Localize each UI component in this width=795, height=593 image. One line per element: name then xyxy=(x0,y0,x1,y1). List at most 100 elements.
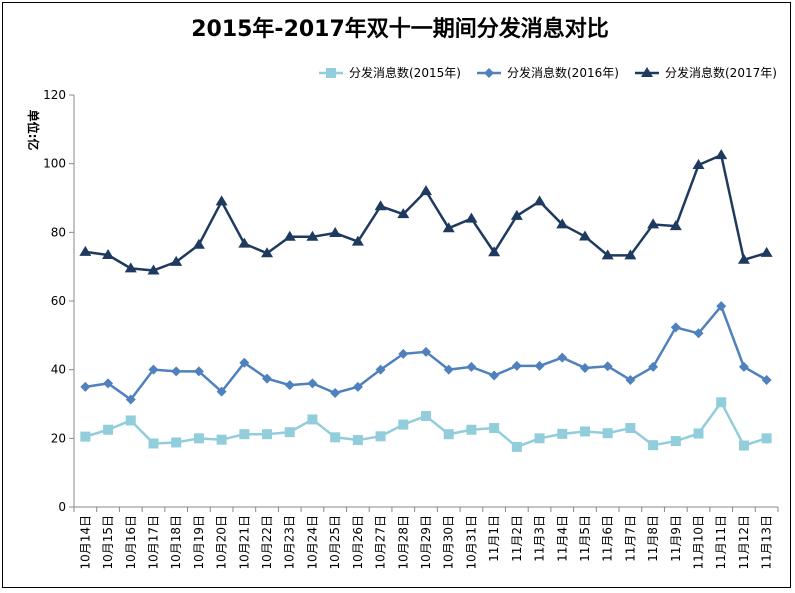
data-point xyxy=(420,185,432,196)
data-point xyxy=(556,218,569,229)
legend-entry: 分发消息数(2015年) xyxy=(319,65,461,80)
data-point xyxy=(239,357,250,368)
legend: 分发消息数(2015年) 分发消息数(2016年) 分发消息数(2017年) xyxy=(319,65,777,80)
data-point xyxy=(602,361,613,372)
data-point xyxy=(351,235,364,246)
data-point xyxy=(148,364,159,375)
data-point xyxy=(352,435,363,446)
data-point xyxy=(648,361,659,372)
x-tick-label: 10月15日 xyxy=(101,515,115,570)
legend-label: 分发消息数(2016年) xyxy=(507,65,619,80)
x-tick-label: 10月16日 xyxy=(124,515,138,570)
x-tick-label: 11月10日 xyxy=(692,515,706,570)
data-point xyxy=(330,388,341,399)
x-tick-label: 10月28日 xyxy=(396,515,410,570)
data-point xyxy=(375,364,386,375)
data-point xyxy=(533,195,546,206)
x-tick-label: 10月23日 xyxy=(283,515,297,570)
axes: 0 20 40 60 80 100 120 10月14日 10月15日 10月16日 10月17日 1… xyxy=(43,88,779,570)
y-tick-label: 100 xyxy=(43,157,66,171)
data-point xyxy=(442,222,455,233)
x-tick-label: 11月7日 xyxy=(623,515,637,562)
x-tick-label: 11月4日 xyxy=(555,515,569,562)
data-point xyxy=(670,436,681,447)
data-point xyxy=(216,386,227,397)
x-tick-label: 10月29日 xyxy=(419,515,433,570)
data-point xyxy=(238,237,251,248)
data-point xyxy=(669,220,682,231)
legend-entry: 分发消息数(2016年) xyxy=(477,65,619,80)
y-tick-label: 60 xyxy=(51,294,66,308)
data-point xyxy=(579,426,590,437)
series-line xyxy=(84,401,768,449)
data-point xyxy=(489,370,500,381)
data-point xyxy=(534,433,545,444)
data-point xyxy=(489,423,500,434)
data-point xyxy=(716,301,727,312)
data-point xyxy=(261,247,274,258)
y-tick-label: 120 xyxy=(43,88,66,102)
data-point xyxy=(193,433,204,444)
data-point xyxy=(760,246,773,257)
data-point xyxy=(579,362,590,373)
data-point xyxy=(557,352,568,363)
x-tick-label: 10月31日 xyxy=(464,515,478,570)
data-point xyxy=(79,245,92,256)
data-point xyxy=(125,415,136,426)
data-point xyxy=(511,360,522,371)
data-point xyxy=(466,424,477,435)
data-point xyxy=(193,366,204,377)
data-point xyxy=(80,381,91,392)
y-tick-label: 80 xyxy=(51,225,66,239)
data-point xyxy=(352,381,363,392)
data-point xyxy=(148,438,159,449)
x-tick-label: 10月26日 xyxy=(351,515,365,570)
x-tick-label: 11月1日 xyxy=(487,515,501,562)
data-point xyxy=(761,433,772,444)
data-point xyxy=(262,373,273,384)
data-point xyxy=(329,227,342,238)
data-point xyxy=(398,419,409,430)
data-point xyxy=(602,428,613,439)
x-tick-label: 11月9日 xyxy=(669,515,683,562)
data-point xyxy=(737,253,750,264)
legend-entry: 分发消息数(2017年) xyxy=(635,65,777,80)
data-point xyxy=(443,429,454,440)
data-point xyxy=(466,361,477,372)
data-point xyxy=(648,440,659,451)
x-tick-label: 11月5日 xyxy=(578,515,592,562)
data-point xyxy=(103,424,114,435)
x-tick-label: 10月27日 xyxy=(374,515,388,570)
x-tick-label: 11月6日 xyxy=(601,515,615,562)
data-point xyxy=(215,195,228,206)
data-point xyxy=(239,429,250,440)
chart-title: 2015年-2017年双十一期间分发消息对比 xyxy=(191,16,609,42)
series-0 xyxy=(80,397,772,452)
x-tick-label: 10月21日 xyxy=(237,515,251,570)
legend-marker xyxy=(641,67,653,77)
data-point xyxy=(693,328,704,339)
data-point xyxy=(375,431,386,442)
data-point xyxy=(625,423,636,434)
data-point xyxy=(171,437,182,448)
x-tick-label: 11月3日 xyxy=(533,515,547,562)
data-point xyxy=(715,149,728,160)
data-point xyxy=(738,440,749,451)
data-point xyxy=(421,411,431,422)
data-point xyxy=(283,230,296,241)
data-point xyxy=(306,230,319,241)
data-point xyxy=(443,364,454,375)
x-tick-label: 10月19日 xyxy=(192,515,206,570)
data-point xyxy=(171,366,182,377)
data-point xyxy=(738,361,749,372)
data-point xyxy=(192,238,205,249)
series-2 xyxy=(79,149,773,275)
legend-label: 分发消息数(2017年) xyxy=(665,65,777,80)
data-point xyxy=(397,208,410,219)
data-point xyxy=(465,212,478,223)
data-point xyxy=(693,428,704,439)
data-point xyxy=(761,374,772,385)
x-tick-label: 10月14日 xyxy=(78,515,92,570)
x-tick-label: 10月22日 xyxy=(260,515,274,570)
